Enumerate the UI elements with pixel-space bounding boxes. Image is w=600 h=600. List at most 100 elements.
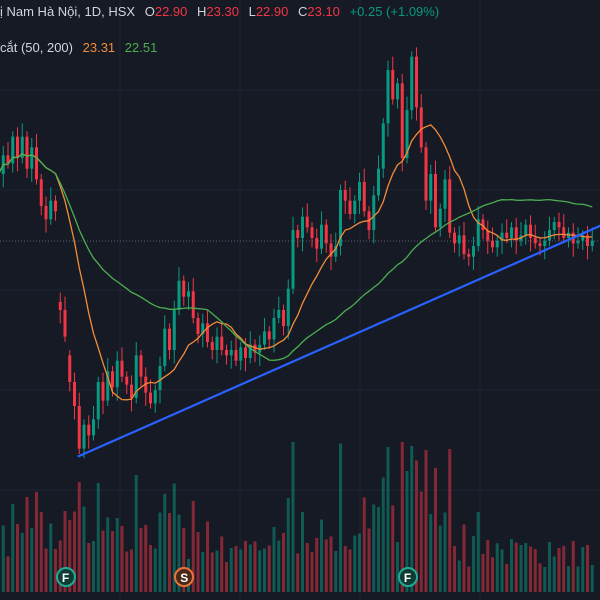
volume-bar xyxy=(35,492,38,592)
volume-bar xyxy=(391,505,395,592)
volume-bar xyxy=(177,514,181,592)
open-value: 22.90 xyxy=(154,4,188,19)
candle-body xyxy=(419,107,423,148)
open-label: O xyxy=(144,4,155,19)
volume-bar xyxy=(244,541,247,592)
candle-body xyxy=(82,424,86,449)
candle-body xyxy=(381,123,385,169)
candle-body xyxy=(410,56,414,110)
candle-body xyxy=(315,238,319,249)
volume-bar xyxy=(125,551,129,592)
candle-body xyxy=(481,219,485,230)
volume-bar xyxy=(134,475,138,592)
event-marker-s-1[interactable]: S xyxy=(174,567,195,587)
volume-bar xyxy=(400,442,404,592)
volume-bar xyxy=(277,540,281,592)
volume-bar xyxy=(163,494,167,592)
symbol-name[interactable]: ị Nam Hà Nội, 1D, HSX xyxy=(0,4,136,19)
volume-bar xyxy=(49,523,53,592)
candle-body xyxy=(529,224,532,238)
candle-body xyxy=(562,227,566,238)
candle-body xyxy=(39,179,43,206)
event-marker-f-2[interactable]: F xyxy=(397,567,418,587)
volume-bar xyxy=(448,449,452,592)
candle-body xyxy=(415,56,418,108)
volume-bar xyxy=(258,550,262,592)
event-marker-f-0[interactable]: F xyxy=(55,567,76,587)
candle-body xyxy=(576,240,580,244)
volume-bar xyxy=(149,545,152,592)
candle-body xyxy=(438,208,442,228)
candle-body xyxy=(329,243,333,257)
candle-body xyxy=(305,216,309,228)
volume-bar xyxy=(362,497,366,592)
candle-body xyxy=(134,355,138,398)
candle-body xyxy=(215,336,219,350)
candle-body xyxy=(282,310,285,326)
volume-bar xyxy=(339,443,342,592)
volume-bar xyxy=(343,546,347,592)
symbol-legend: ị Nam Hà Nội, 1D, HSX O22.90 H23.30 L22.… xyxy=(0,4,445,19)
volume-bar xyxy=(239,549,243,592)
volume-bar xyxy=(25,497,29,592)
candle-body xyxy=(538,243,542,246)
volume-bar xyxy=(54,549,57,592)
volume-bar xyxy=(263,548,266,592)
candle-body xyxy=(457,235,461,244)
candle-body xyxy=(6,155,10,164)
candle-body xyxy=(586,235,589,246)
ma200-value: 22.51 xyxy=(124,40,158,55)
volume-bar xyxy=(505,564,509,592)
volume-bar xyxy=(424,450,428,592)
candle-body xyxy=(495,240,499,248)
volume-bar xyxy=(291,442,295,592)
ma200-line xyxy=(0,153,593,361)
ma50-line xyxy=(0,124,593,401)
volume-bar xyxy=(11,504,15,592)
volume-bar xyxy=(1,525,5,592)
volume-bar xyxy=(182,528,186,592)
volume-bar xyxy=(500,549,504,592)
volume-bar xyxy=(101,530,105,592)
volume-bar xyxy=(571,541,575,592)
volume-bar xyxy=(415,460,418,592)
candle-body xyxy=(229,350,233,356)
volume-bar xyxy=(234,546,238,592)
candle-body xyxy=(187,291,190,297)
candle-body xyxy=(44,206,48,220)
low-value: 22.90 xyxy=(255,4,289,19)
candle-body xyxy=(125,376,129,385)
ma-legend[interactable]: cắt (50, 200) 23.31 22.51 xyxy=(0,40,163,55)
volume-bar xyxy=(196,532,200,592)
candle-body xyxy=(505,232,509,238)
candle-body xyxy=(334,246,338,257)
candle-body xyxy=(510,227,513,238)
volume-bar xyxy=(172,483,176,592)
candle-body xyxy=(552,222,556,230)
candle-body xyxy=(581,235,585,241)
candle-body xyxy=(472,246,475,257)
candle-body xyxy=(244,347,247,358)
candle-body xyxy=(111,371,114,388)
candle-body xyxy=(182,280,186,297)
volume-bar xyxy=(111,531,114,592)
volume-bar xyxy=(310,552,314,592)
candle-body xyxy=(453,232,456,244)
candle-body xyxy=(324,224,328,244)
volume-bar xyxy=(495,543,499,592)
candle-body xyxy=(172,310,176,350)
volume-bar xyxy=(120,526,124,592)
candle-body xyxy=(386,70,390,124)
volume-bar xyxy=(443,512,447,592)
volume-bar xyxy=(396,542,399,592)
ma50-value: 23.31 xyxy=(82,40,116,55)
candle-body xyxy=(253,344,257,353)
volume-bar xyxy=(405,471,409,592)
candle-body xyxy=(96,382,100,420)
candle-body xyxy=(277,310,281,318)
volume-bar xyxy=(358,533,361,592)
trendline[interactable] xyxy=(77,224,600,458)
candle-body xyxy=(514,227,518,241)
volume-bar xyxy=(381,477,385,592)
